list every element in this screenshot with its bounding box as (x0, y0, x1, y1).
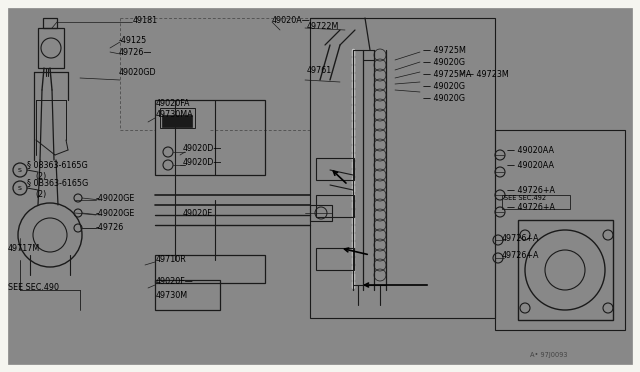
Text: — 49020AA: — 49020AA (507, 160, 554, 170)
Bar (518, 220, 613, 320)
Text: 49730M: 49730M (156, 291, 188, 299)
Text: 49020A—: 49020A— (272, 16, 311, 25)
Bar (310, 205, 332, 221)
Bar (310, 18, 495, 318)
Text: -49726: -49726 (96, 222, 124, 231)
Text: 49020D—: 49020D— (183, 157, 222, 167)
Text: -49125: -49125 (119, 35, 147, 45)
Text: — 49723M: — 49723M (466, 70, 509, 78)
Text: -49020GE: -49020GE (96, 193, 136, 202)
Text: 49726+A: 49726+A (502, 234, 540, 243)
Bar (155, 255, 265, 283)
Bar (38, 28, 64, 68)
Text: 49020D—: 49020D— (183, 144, 222, 153)
Text: S: S (18, 167, 22, 173)
Text: 49730MA: 49730MA (156, 109, 194, 119)
Text: (2): (2) (35, 171, 46, 180)
Bar (502, 195, 570, 209)
Text: — 49726+A: — 49726+A (507, 186, 555, 195)
Text: 49726+A: 49726+A (502, 251, 540, 260)
Text: 49722M: 49722M (307, 22, 339, 31)
Text: — 49020AA: — 49020AA (507, 145, 554, 154)
Text: — 49725M: — 49725M (423, 45, 466, 55)
Bar (155, 100, 265, 175)
Text: 49710R: 49710R (156, 256, 187, 264)
Text: 49020FA: 49020FA (156, 99, 191, 108)
Text: 49726—: 49726— (119, 48, 152, 57)
Text: 49181: 49181 (133, 16, 158, 25)
Bar (43, 18, 57, 28)
Text: -49020GE: -49020GE (96, 208, 136, 218)
Text: 49020F—: 49020F— (156, 278, 194, 286)
Text: — 49726+A: — 49726+A (507, 202, 555, 212)
Text: A• 97J0093: A• 97J0093 (530, 352, 568, 358)
Text: SEE SEC.492: SEE SEC.492 (504, 195, 546, 201)
Bar (495, 130, 625, 330)
Text: (2): (2) (35, 189, 46, 199)
Bar (160, 108, 195, 128)
Text: 49020E: 49020E (183, 208, 213, 218)
Bar (316, 248, 354, 270)
Text: — 49020G: — 49020G (423, 81, 465, 90)
Text: S: S (18, 186, 22, 190)
Text: 49020GD: 49020GD (119, 67, 157, 77)
Text: § 08363-6165G: § 08363-6165G (27, 160, 88, 170)
Text: 49761: 49761 (307, 65, 332, 74)
Bar (316, 158, 354, 180)
Text: — 49725MA: — 49725MA (423, 70, 472, 78)
Text: — 49020G: — 49020G (423, 58, 465, 67)
Text: — 49020G: — 49020G (423, 93, 465, 103)
Bar (155, 280, 220, 310)
Text: SEE SEC.490: SEE SEC.490 (8, 283, 59, 292)
Text: 49717M: 49717M (8, 244, 40, 253)
Text: § 0B363-6165G: § 0B363-6165G (27, 179, 88, 187)
Bar (316, 195, 354, 217)
Bar (162, 115, 192, 127)
